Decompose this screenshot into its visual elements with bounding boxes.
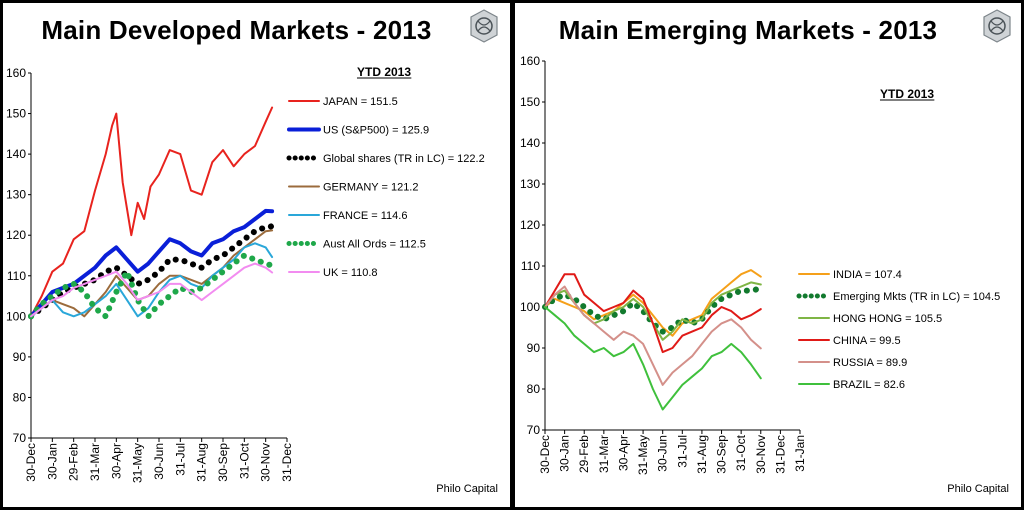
y-tick-label: 150 bbox=[520, 95, 540, 109]
legend-label: HONG HONG = 105.5 bbox=[833, 313, 942, 325]
y-tick-label: 150 bbox=[6, 107, 26, 121]
x-tick-label: 31-Jan bbox=[793, 435, 807, 472]
x-tick-label: 31-Aug bbox=[195, 443, 209, 482]
y-tick-label: 80 bbox=[527, 382, 541, 396]
developed-markets-panel: Main Developed Markets - 2013 70 80 90 100 1… bbox=[3, 3, 510, 507]
legend-label: GERMANY = 121.2 bbox=[323, 182, 418, 194]
series-line bbox=[30, 242, 274, 318]
x-tick-label: 30-Apr bbox=[109, 443, 123, 479]
legend-label: Aust All Ords = 112.5 bbox=[323, 239, 426, 251]
legend-label: RUSSIA = 89.9 bbox=[833, 357, 907, 369]
x-tick-label: 30-Jun bbox=[656, 435, 670, 472]
series-line bbox=[30, 262, 274, 318]
footer-credit: Philo Capital bbox=[436, 483, 498, 495]
legend-label: US (S&P500) = 125.9 bbox=[323, 125, 429, 137]
series-line bbox=[30, 229, 274, 318]
series-line bbox=[30, 106, 274, 318]
emerging-markets-chart: 70 80 90 100 110 120 130 140 150 160 30-Dec 30-Jan 2… bbox=[520, 54, 1000, 475]
y-tick-label: 120 bbox=[520, 218, 540, 232]
x-tick-label: 30-Sep bbox=[715, 435, 729, 474]
chart-title: Main Emerging Markets - 2013 bbox=[558, 15, 938, 45]
y-tick-label: 70 bbox=[527, 423, 541, 437]
series-line bbox=[544, 306, 762, 411]
y-tick-label: 130 bbox=[520, 177, 540, 191]
x-tick-label: 30-Nov bbox=[754, 435, 768, 474]
x-tick-label: 31-Dec bbox=[280, 443, 294, 482]
series-line bbox=[28, 223, 276, 320]
logo-icon bbox=[983, 9, 1011, 43]
y-tick-label: 120 bbox=[6, 228, 26, 242]
chart-title: Main Developed Markets - 2013 bbox=[41, 15, 432, 45]
y-tick-label: 90 bbox=[527, 341, 541, 355]
x-tick-label: 30-Nov bbox=[259, 443, 273, 482]
legend-label: FRANCE = 114.6 bbox=[323, 210, 407, 222]
legend-label: INDIA = 107.4 bbox=[833, 269, 902, 281]
x-tick-label: 31-Jul bbox=[173, 443, 187, 476]
y-tick-label: 160 bbox=[520, 54, 540, 68]
y-tick-label: 90 bbox=[13, 350, 27, 364]
x-tick-label: 30-Jan bbox=[558, 435, 572, 472]
x-tick-label: 29-Feb bbox=[67, 443, 81, 481]
x-tick-label: 30-Jan bbox=[45, 443, 59, 480]
y-tick-label: 130 bbox=[6, 188, 26, 202]
x-tick-label: 31-Jul bbox=[675, 435, 689, 468]
series-line bbox=[544, 281, 762, 341]
x-tick-label: 31-Oct bbox=[734, 434, 748, 471]
y-tick-label: 160 bbox=[6, 66, 26, 80]
x-tick-label: 30-Sep bbox=[216, 443, 230, 482]
x-tick-label: 30-Dec bbox=[24, 443, 38, 482]
legend-label: Emerging Mkts (TR in LC) = 104.5 bbox=[833, 291, 1000, 303]
y-tick-label: 140 bbox=[6, 147, 26, 161]
y-tick-label: 110 bbox=[521, 259, 540, 273]
y-tick-label: 100 bbox=[520, 300, 540, 314]
y-tick-label: 70 bbox=[13, 431, 27, 445]
series-line bbox=[542, 285, 764, 335]
series-line bbox=[544, 285, 762, 386]
x-tick-label: 30-Dec bbox=[538, 435, 552, 474]
y-tick-label: 100 bbox=[6, 309, 26, 323]
logo-icon bbox=[470, 9, 498, 43]
y-tick-label: 110 bbox=[7, 269, 26, 283]
footer-credit: Philo Capital bbox=[947, 483, 1009, 495]
x-tick-label: 30-Apr bbox=[616, 435, 630, 471]
x-tick-label: 31-May bbox=[636, 435, 650, 475]
legend-label: CHINA = 99.5 bbox=[833, 335, 901, 347]
emerging-markets-panel: Main Emerging Markets - 2013 70 80 90 100 11… bbox=[515, 3, 1021, 507]
x-tick-label: 31-Mar bbox=[88, 443, 102, 481]
legend-label: UK = 110.8 bbox=[323, 267, 378, 279]
x-tick-label: 31-Mar bbox=[597, 435, 611, 473]
x-tick-label: 31-May bbox=[131, 443, 145, 483]
legend-title: YTD 2013 bbox=[880, 87, 934, 101]
x-tick-label: 31-Oct bbox=[237, 442, 251, 479]
developed-markets-chart: 70 80 90 100 110 120 130 140 150 160 30-Dec 30-Jan 2… bbox=[6, 65, 485, 483]
legend-label: JAPAN = 151.5 bbox=[323, 96, 398, 108]
legend-label: BRAZIL = 82.6 bbox=[833, 379, 905, 391]
series-line bbox=[544, 273, 762, 354]
series-line bbox=[28, 252, 276, 320]
x-tick-label: 31-Dec bbox=[773, 435, 787, 474]
legend-label: Global shares (TR in LC) = 122.2 bbox=[323, 153, 485, 165]
x-tick-label: 31-Aug bbox=[695, 435, 709, 474]
y-tick-label: 140 bbox=[520, 136, 540, 150]
x-tick-label: 30-Jun bbox=[152, 443, 166, 480]
legend-title: YTD 2013 bbox=[357, 65, 411, 79]
x-tick-label: 29-Feb bbox=[577, 435, 591, 473]
y-tick-label: 80 bbox=[13, 390, 27, 404]
